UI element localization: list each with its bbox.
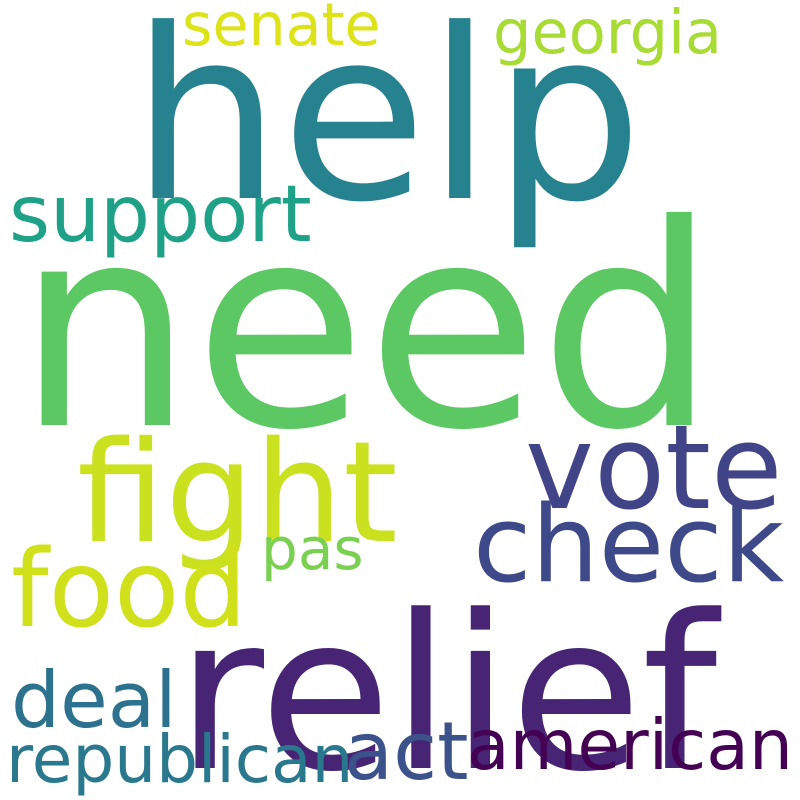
word-vote: vote <box>525 401 783 537</box>
word-help: help <box>131 0 643 254</box>
word-pas: pas <box>261 514 364 583</box>
word-check: check <box>473 482 785 607</box>
word-republican: republican <box>6 721 354 799</box>
word-fight: fight <box>77 412 398 576</box>
word-deal: deal <box>11 656 177 747</box>
word-support: support <box>9 167 312 260</box>
word-american: american <box>467 704 793 786</box>
word-georgia: georgia <box>493 0 723 68</box>
word-relief: relief <box>176 568 718 800</box>
word-senate: senate <box>182 0 381 59</box>
word-need: need <box>16 165 718 492</box>
word-food: food <box>11 527 248 652</box>
word-act: act <box>344 705 469 799</box>
